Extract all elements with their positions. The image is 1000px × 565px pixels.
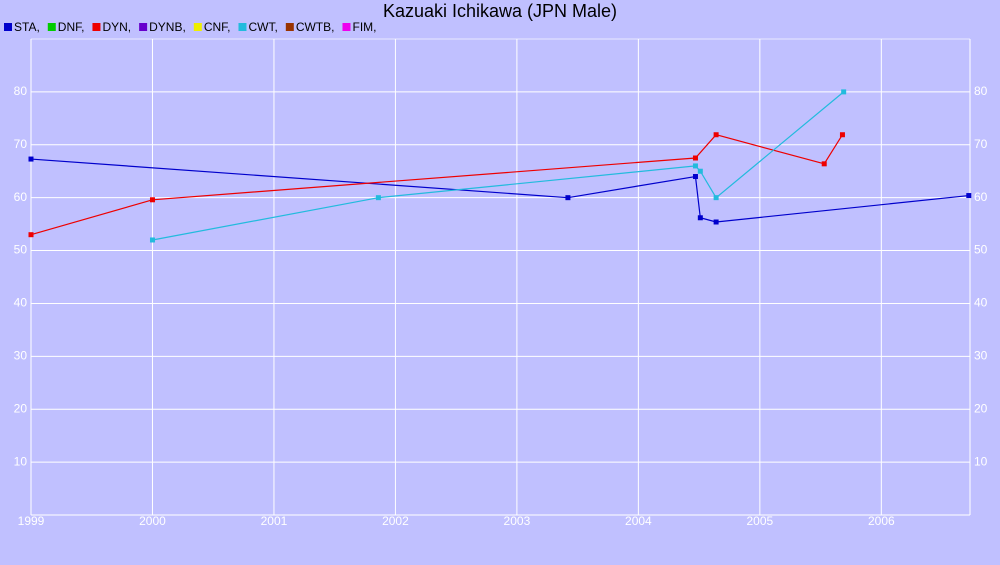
data-point <box>692 155 698 161</box>
y2-tick-label: 70 <box>974 137 988 151</box>
y-tick-label: 70 <box>14 137 28 151</box>
y2-tick-label: 20 <box>974 401 988 415</box>
y2-tick-label: 50 <box>974 243 988 257</box>
y-tick-label: 20 <box>14 401 28 415</box>
x-tick-label: 2002 <box>382 514 409 528</box>
series-line <box>30 158 969 223</box>
x-tick-label: 2006 <box>868 514 895 528</box>
data-point <box>839 132 845 138</box>
data-point <box>841 89 847 95</box>
y-tick-label: 50 <box>14 243 28 257</box>
x-tick-label: 1999 <box>18 514 45 528</box>
data-point <box>713 195 719 201</box>
x-tick-label: 2000 <box>139 514 166 528</box>
data-point <box>375 195 381 201</box>
data-point <box>713 132 719 138</box>
legend-swatch <box>342 23 351 31</box>
y2-tick-label: 30 <box>974 349 988 363</box>
data-point <box>565 195 571 201</box>
y-tick-label: 30 <box>14 349 28 363</box>
data-point <box>149 237 155 243</box>
series-line <box>30 134 843 236</box>
chart-title: Kazuaki Ichikawa (JPN Male) <box>383 1 617 21</box>
x-tick-label: 2003 <box>504 514 531 528</box>
legend-label: STA, <box>14 20 40 34</box>
y2-tick-label: 60 <box>974 190 988 204</box>
y-tick-label: 10 <box>14 454 28 468</box>
legend-swatch <box>4 23 12 31</box>
legend-swatch <box>238 23 247 31</box>
legend-swatch <box>92 23 101 31</box>
x-tick-label: 2001 <box>261 514 288 528</box>
data-point <box>692 163 698 169</box>
legend-label: DNF, <box>58 20 85 34</box>
data-point <box>692 174 698 180</box>
legend-label: DYNB, <box>149 20 186 34</box>
x-tick-label: 2005 <box>746 514 773 528</box>
data-point <box>966 193 972 199</box>
data-point <box>697 168 703 174</box>
y-tick-label: 80 <box>14 84 28 98</box>
legend-label: CWTB, <box>296 20 335 34</box>
y2-tick-label: 10 <box>974 454 988 468</box>
legend-swatch <box>47 23 56 31</box>
data-point <box>821 161 827 167</box>
series-line <box>152 91 845 241</box>
legend-label: FIM, <box>352 20 376 34</box>
x-tick-label: 2004 <box>625 514 652 528</box>
data-point <box>28 156 34 162</box>
legend-label: CNF, <box>204 20 231 34</box>
y-tick-label: 60 <box>14 190 28 204</box>
legend-swatch <box>139 23 148 31</box>
legend-label: DYN, <box>102 20 131 34</box>
data-point <box>149 197 155 203</box>
y2-tick-label: 40 <box>974 296 988 310</box>
legend-swatch <box>285 23 294 31</box>
legend-swatch <box>193 23 202 31</box>
legend-label: CWT, <box>248 20 277 34</box>
data-point <box>713 219 719 225</box>
y-tick-label: 40 <box>14 296 28 310</box>
data-point <box>28 232 34 238</box>
y2-tick-label: 80 <box>974 84 988 98</box>
data-point <box>697 215 703 221</box>
